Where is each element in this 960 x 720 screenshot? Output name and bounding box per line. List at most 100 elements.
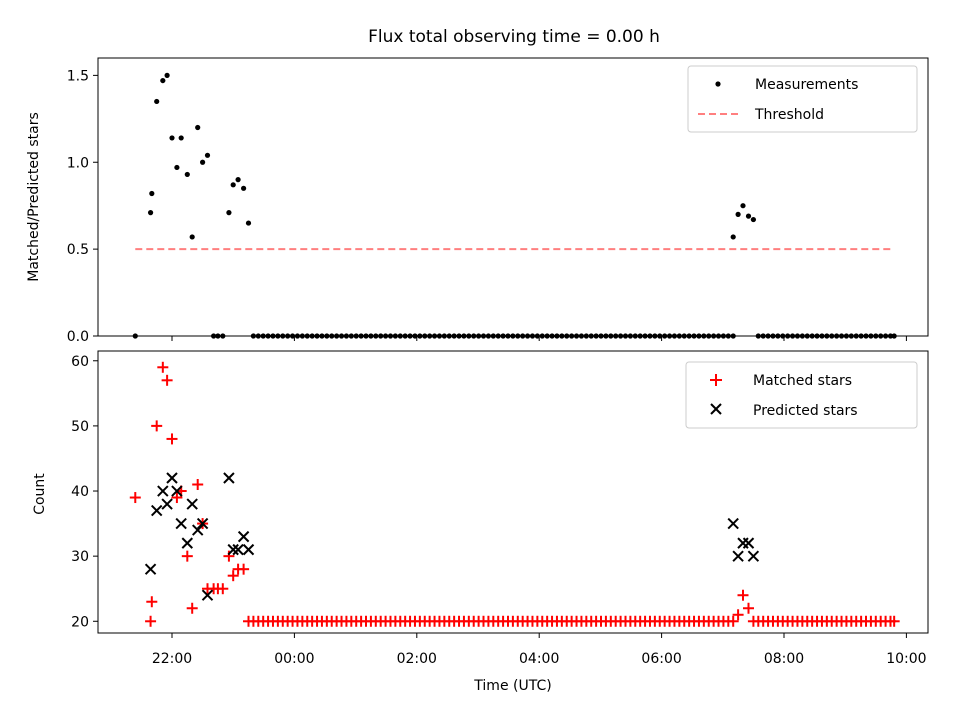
bottom-x-tick-label: 10:00 [886, 651, 926, 667]
bottom-legend-box [685, 361, 918, 429]
measurement-point [174, 164, 180, 171]
top-y-tick-label: 0.5 [67, 242, 89, 258]
predicted-star-stroke [171, 485, 183, 497]
measurement-point [235, 177, 241, 183]
predicted-star-point [727, 517, 739, 530]
matched-star-point [727, 615, 739, 627]
predicted-star-stroke [157, 485, 169, 497]
predicted-star-stroke [175, 517, 187, 530]
predicted-star-point [186, 498, 198, 510]
bottom-y-tick-label: 40 [71, 484, 89, 500]
predicted-star-stroke [191, 524, 204, 536]
legend-predicted-label: Predicted stars [753, 403, 858, 419]
predicted-star-point [237, 530, 250, 543]
bottom-y-axis: 20 30 40 50 60 [71, 354, 98, 630]
predicted-star-stroke [237, 530, 250, 543]
predicted-star-stroke [727, 517, 739, 530]
top-x-axis [171, 336, 907, 341]
bottom-panel: 20 30 40 50 60 22:00 00:00 02:00 04:00 06:00 08:0… [32, 350, 929, 694]
measurement-point [735, 211, 741, 217]
predicted-star-stroke [181, 537, 194, 549]
predicted-star-point [232, 543, 244, 556]
predicted-star-point [175, 517, 187, 530]
predicted-star-stroke [223, 472, 235, 484]
legend-predicted-marker [710, 403, 722, 415]
predicted-star-point [742, 537, 755, 549]
predicted-star-point [166, 472, 178, 484]
matched-star-point [732, 609, 744, 621]
predicted-star-point [732, 550, 744, 562]
measurement-point [164, 72, 170, 78]
top-y-tick-label: 1.5 [67, 68, 89, 84]
legend-matched-label: Matched stars [753, 373, 852, 389]
bottom-x-axis: 22:00 00:00 02:00 04:00 06:00 08:00 10:00 [152, 633, 927, 667]
measurement-point [241, 185, 247, 191]
predicted-star-point [161, 498, 173, 510]
predicted-star-stroke [747, 550, 760, 562]
matched-star-point [227, 570, 239, 582]
matched-star-point [171, 492, 183, 504]
predicted-star-point [191, 524, 204, 536]
predicted-star-stroke [161, 498, 173, 510]
measurement-point [184, 171, 190, 178]
bottom-y-tick-label: 50 [71, 419, 89, 435]
matched-star-point [737, 589, 749, 601]
measurement-point [149, 190, 155, 197]
measurement-point [750, 216, 757, 223]
bottom-x-tick-label: 08:00 [764, 651, 804, 667]
legend-measurements-marker [715, 81, 721, 87]
measurement-point [178, 135, 184, 141]
bottom-x-tick-label: 06:00 [641, 651, 681, 667]
bottom-x-tick-label: 22:00 [152, 651, 192, 667]
bottom-y-tick-label: 60 [71, 354, 89, 370]
bottom-x-tick-label: 04:00 [519, 651, 559, 667]
top-y-axis: 0.0 0.5 1.0 1.5 [67, 68, 98, 345]
bottom-axes-frame [97, 350, 929, 634]
predicted-star-stroke [144, 563, 157, 575]
legend-threshold-label: Threshold [754, 107, 824, 123]
predicted-star-stroke [227, 543, 239, 556]
matched-star-point [166, 433, 178, 445]
matched-star-point [181, 550, 193, 562]
top-axes-frame [97, 57, 929, 337]
predicted-star-point [196, 517, 209, 530]
measurement-point [740, 203, 746, 209]
bottom-x-tick-label: 02:00 [397, 651, 437, 667]
predicted-star-stroke [201, 589, 214, 601]
predicted-star-point [227, 543, 239, 556]
top-panel: 0.0 0.5 1.0 1.5 Matched/Predicted stars Mea… [26, 57, 929, 345]
matched-star-point [146, 596, 158, 608]
measurement-point [160, 77, 166, 84]
measurement-point [204, 152, 211, 158]
predicted-star-point [181, 537, 194, 549]
matched-star-point [129, 492, 141, 504]
measurement-point [226, 210, 232, 216]
bottom-y-tick-label: 20 [71, 614, 89, 630]
predicted-star-stroke [232, 543, 244, 556]
measurement-point [147, 210, 154, 216]
measurement-point [189, 234, 195, 240]
predicted-star-stroke [742, 537, 755, 549]
matched-star-point [743, 602, 755, 614]
predicted-star-stroke [242, 543, 255, 556]
bottom-plot-area [129, 361, 900, 627]
measurement-point [154, 98, 160, 105]
chart-title: Flux total observing time = 0.00 h [368, 27, 660, 47]
matched-star-point [192, 479, 204, 491]
measurement-point [745, 213, 752, 219]
matched-star-point [238, 563, 250, 575]
predicted-star-stroke [196, 517, 209, 530]
predicted-star-stroke [732, 550, 744, 562]
predicted-star-point [144, 563, 157, 575]
measurement-point [245, 220, 252, 226]
predicted-star-point [201, 589, 214, 601]
measurement-point [195, 124, 201, 131]
bottom-x-tick-label: 00:00 [274, 651, 314, 667]
predicted-star-point [150, 504, 163, 517]
top-y-tick-label: 1.0 [67, 155, 89, 171]
predicted-star-point [157, 485, 169, 497]
x-axis-label: Time (UTC) [473, 678, 551, 694]
matched-star-point [217, 583, 229, 595]
matched-star-point [145, 615, 157, 627]
